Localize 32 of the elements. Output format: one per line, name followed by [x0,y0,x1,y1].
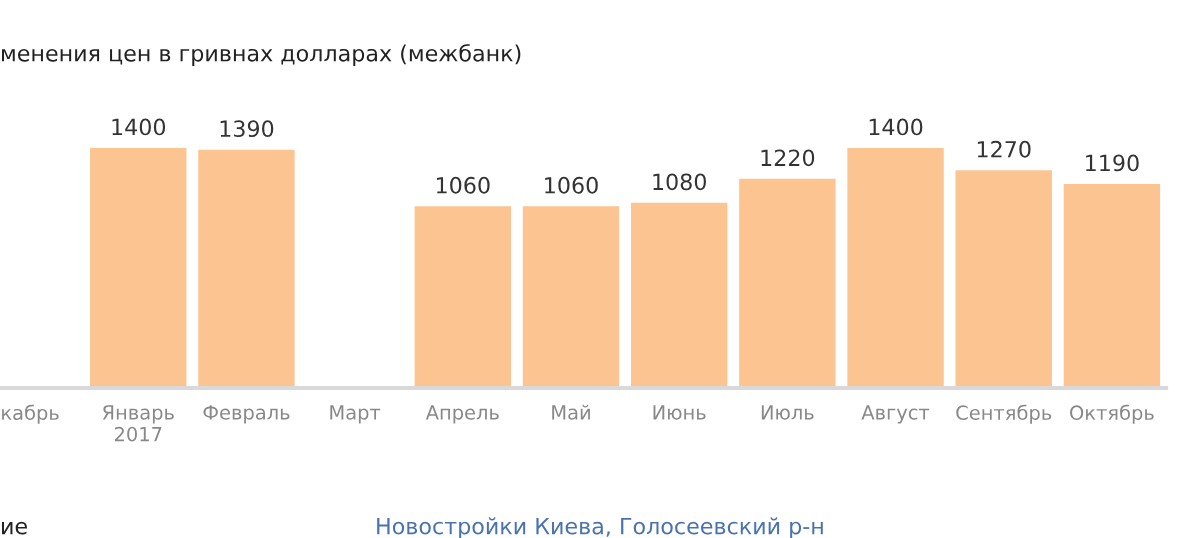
bar [955,170,1052,388]
bar [414,206,512,388]
x-tick-label: Июнь [653,405,706,420]
bar [198,149,295,388]
bar [630,202,728,388]
bar [90,148,187,388]
x-tick-label: Июль [761,405,814,420]
x-tick-label: Апрель [425,405,499,424]
data-label: 1400 [869,118,923,136]
x-tick-label: Март [330,405,381,424]
x-tick-label: Май [552,404,590,420]
x-tick-label: Январь 2017 [102,405,174,442]
x-tick-label: Август [861,405,930,424]
bar [522,206,620,388]
chart-title: менения цен в гривнах долларах (межбанк) [2,44,521,66]
bar [739,178,836,388]
x-tick-label: кабрь [2,404,59,424]
bar [1063,184,1161,388]
data-label: 1400 [112,118,166,136]
text: ие [2,521,27,535]
data-label: 1060 [436,176,490,194]
x-tick-label: Октябрь [1070,404,1154,424]
x-tick-label: Февраль [203,405,290,424]
data-label: 1390 [220,120,274,138]
data-label: 1190 [1086,154,1139,172]
data-label: 1220 [761,149,815,167]
data-label: 1080 [653,173,706,191]
text: Новостройки Киева, Голосеевский р-н [377,517,823,538]
data-label: 1270 [977,140,1031,158]
data-label: 1060 [545,176,598,194]
bar [847,148,944,388]
x-tick-label: Сентябрь [956,404,1052,424]
